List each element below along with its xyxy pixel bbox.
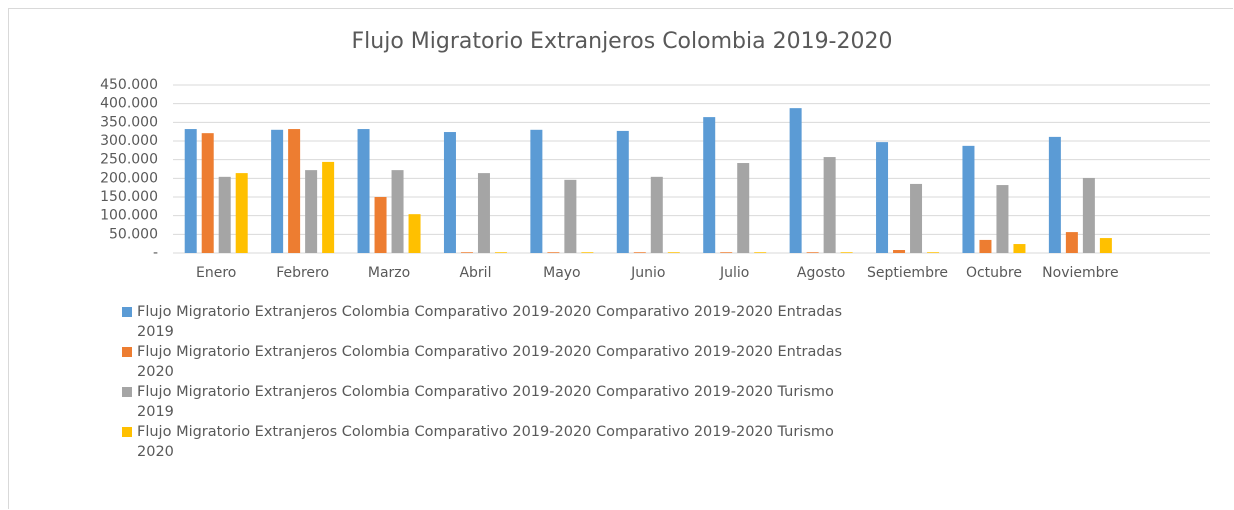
- bar: [667, 252, 680, 253]
- y-tick-label: 350.000: [100, 114, 158, 130]
- y-tick-label: 50.000: [109, 226, 158, 242]
- bar: [357, 129, 370, 253]
- bar: [1065, 232, 1078, 253]
- legend-item: Flujo Migratorio Extranjeros Colombia Co…: [122, 382, 842, 422]
- bar: [616, 130, 629, 253]
- legend-swatch: [122, 387, 132, 397]
- y-tick-label: 400.000: [100, 96, 158, 112]
- bar: [927, 252, 940, 253]
- bar: [494, 252, 507, 253]
- legend-item: Flujo Migratorio Extranjeros Colombia Co…: [122, 342, 842, 382]
- bar: [962, 145, 975, 253]
- bar: [288, 129, 301, 253]
- x-tick-label: Agosto: [797, 265, 845, 281]
- bar: [876, 142, 889, 253]
- legend-label: Flujo Migratorio Extranjeros Colombia Co…: [137, 384, 834, 420]
- bar: [789, 108, 802, 253]
- x-tick-label: Septiembre: [867, 265, 948, 281]
- legend-swatch: [122, 307, 132, 317]
- chart: Flujo Migratorio Extranjeros Colombia 20…: [100, 29, 1210, 281]
- bar: [840, 252, 853, 253]
- x-tick-label: Marzo: [368, 265, 410, 281]
- y-tick-label: 250.000: [100, 152, 158, 168]
- x-tick-label: Abril: [459, 265, 491, 281]
- y-tick-label: -: [153, 245, 158, 261]
- bar: [460, 252, 473, 253]
- bar: [408, 214, 421, 253]
- y-tick-label: 100.000: [100, 208, 158, 224]
- bar: [910, 183, 923, 253]
- bar: [737, 163, 750, 253]
- bar: [754, 252, 767, 253]
- bar: [979, 239, 992, 253]
- bar: [530, 129, 543, 253]
- y-tick-label: 300.000: [100, 133, 158, 149]
- y-tick-label: 200.000: [100, 170, 158, 186]
- bar: [650, 176, 663, 253]
- legend-label: Flujo Migratorio Extranjeros Colombia Co…: [137, 424, 834, 460]
- bar: [1013, 244, 1026, 253]
- legend-label: Flujo Migratorio Extranjeros Colombia Co…: [137, 304, 843, 340]
- chart-title: Flujo Migratorio Extranjeros Colombia 20…: [352, 29, 893, 54]
- bar: [720, 252, 733, 253]
- x-tick-label: Julio: [719, 265, 749, 281]
- bar: [806, 252, 819, 253]
- x-tick-label: Enero: [196, 265, 236, 281]
- bar: [477, 173, 490, 253]
- bar: [547, 252, 560, 253]
- legend-swatch: [122, 347, 132, 357]
- legend-item: Flujo Migratorio Extranjeros Colombia Co…: [122, 302, 842, 342]
- bar: [893, 250, 906, 253]
- x-tick-label: Octubre: [966, 265, 1022, 281]
- bar: [581, 252, 594, 253]
- bar: [443, 132, 456, 253]
- bar: [218, 176, 231, 253]
- bar: [823, 157, 836, 253]
- bar: [1099, 238, 1112, 253]
- bar: [391, 170, 404, 253]
- bar: [184, 129, 197, 253]
- bar: [305, 170, 318, 253]
- bar: [322, 161, 335, 253]
- bar: [201, 133, 214, 253]
- bar: [271, 129, 284, 253]
- x-tick-label: Junio: [630, 265, 665, 281]
- x-tick-label: Febrero: [276, 265, 329, 281]
- bar: [633, 252, 646, 253]
- bar: [1082, 177, 1095, 253]
- legend-swatch: [122, 427, 132, 437]
- y-tick-label: 450.000: [100, 77, 158, 93]
- bar: [564, 179, 577, 253]
- frame: [8, 8, 1233, 509]
- bar: [374, 197, 387, 253]
- bar: [1048, 136, 1061, 253]
- legend: Flujo Migratorio Extranjeros Colombia Co…: [122, 302, 842, 462]
- y-tick-label: 150.000: [100, 189, 158, 205]
- bar: [235, 173, 248, 253]
- x-tick-label: Mayo: [543, 265, 581, 281]
- bar: [996, 185, 1009, 253]
- legend-item: Flujo Migratorio Extranjeros Colombia Co…: [122, 422, 842, 462]
- bar: [703, 117, 716, 254]
- legend-label: Flujo Migratorio Extranjeros Colombia Co…: [137, 344, 843, 380]
- x-tick-label: Noviembre: [1042, 265, 1118, 281]
